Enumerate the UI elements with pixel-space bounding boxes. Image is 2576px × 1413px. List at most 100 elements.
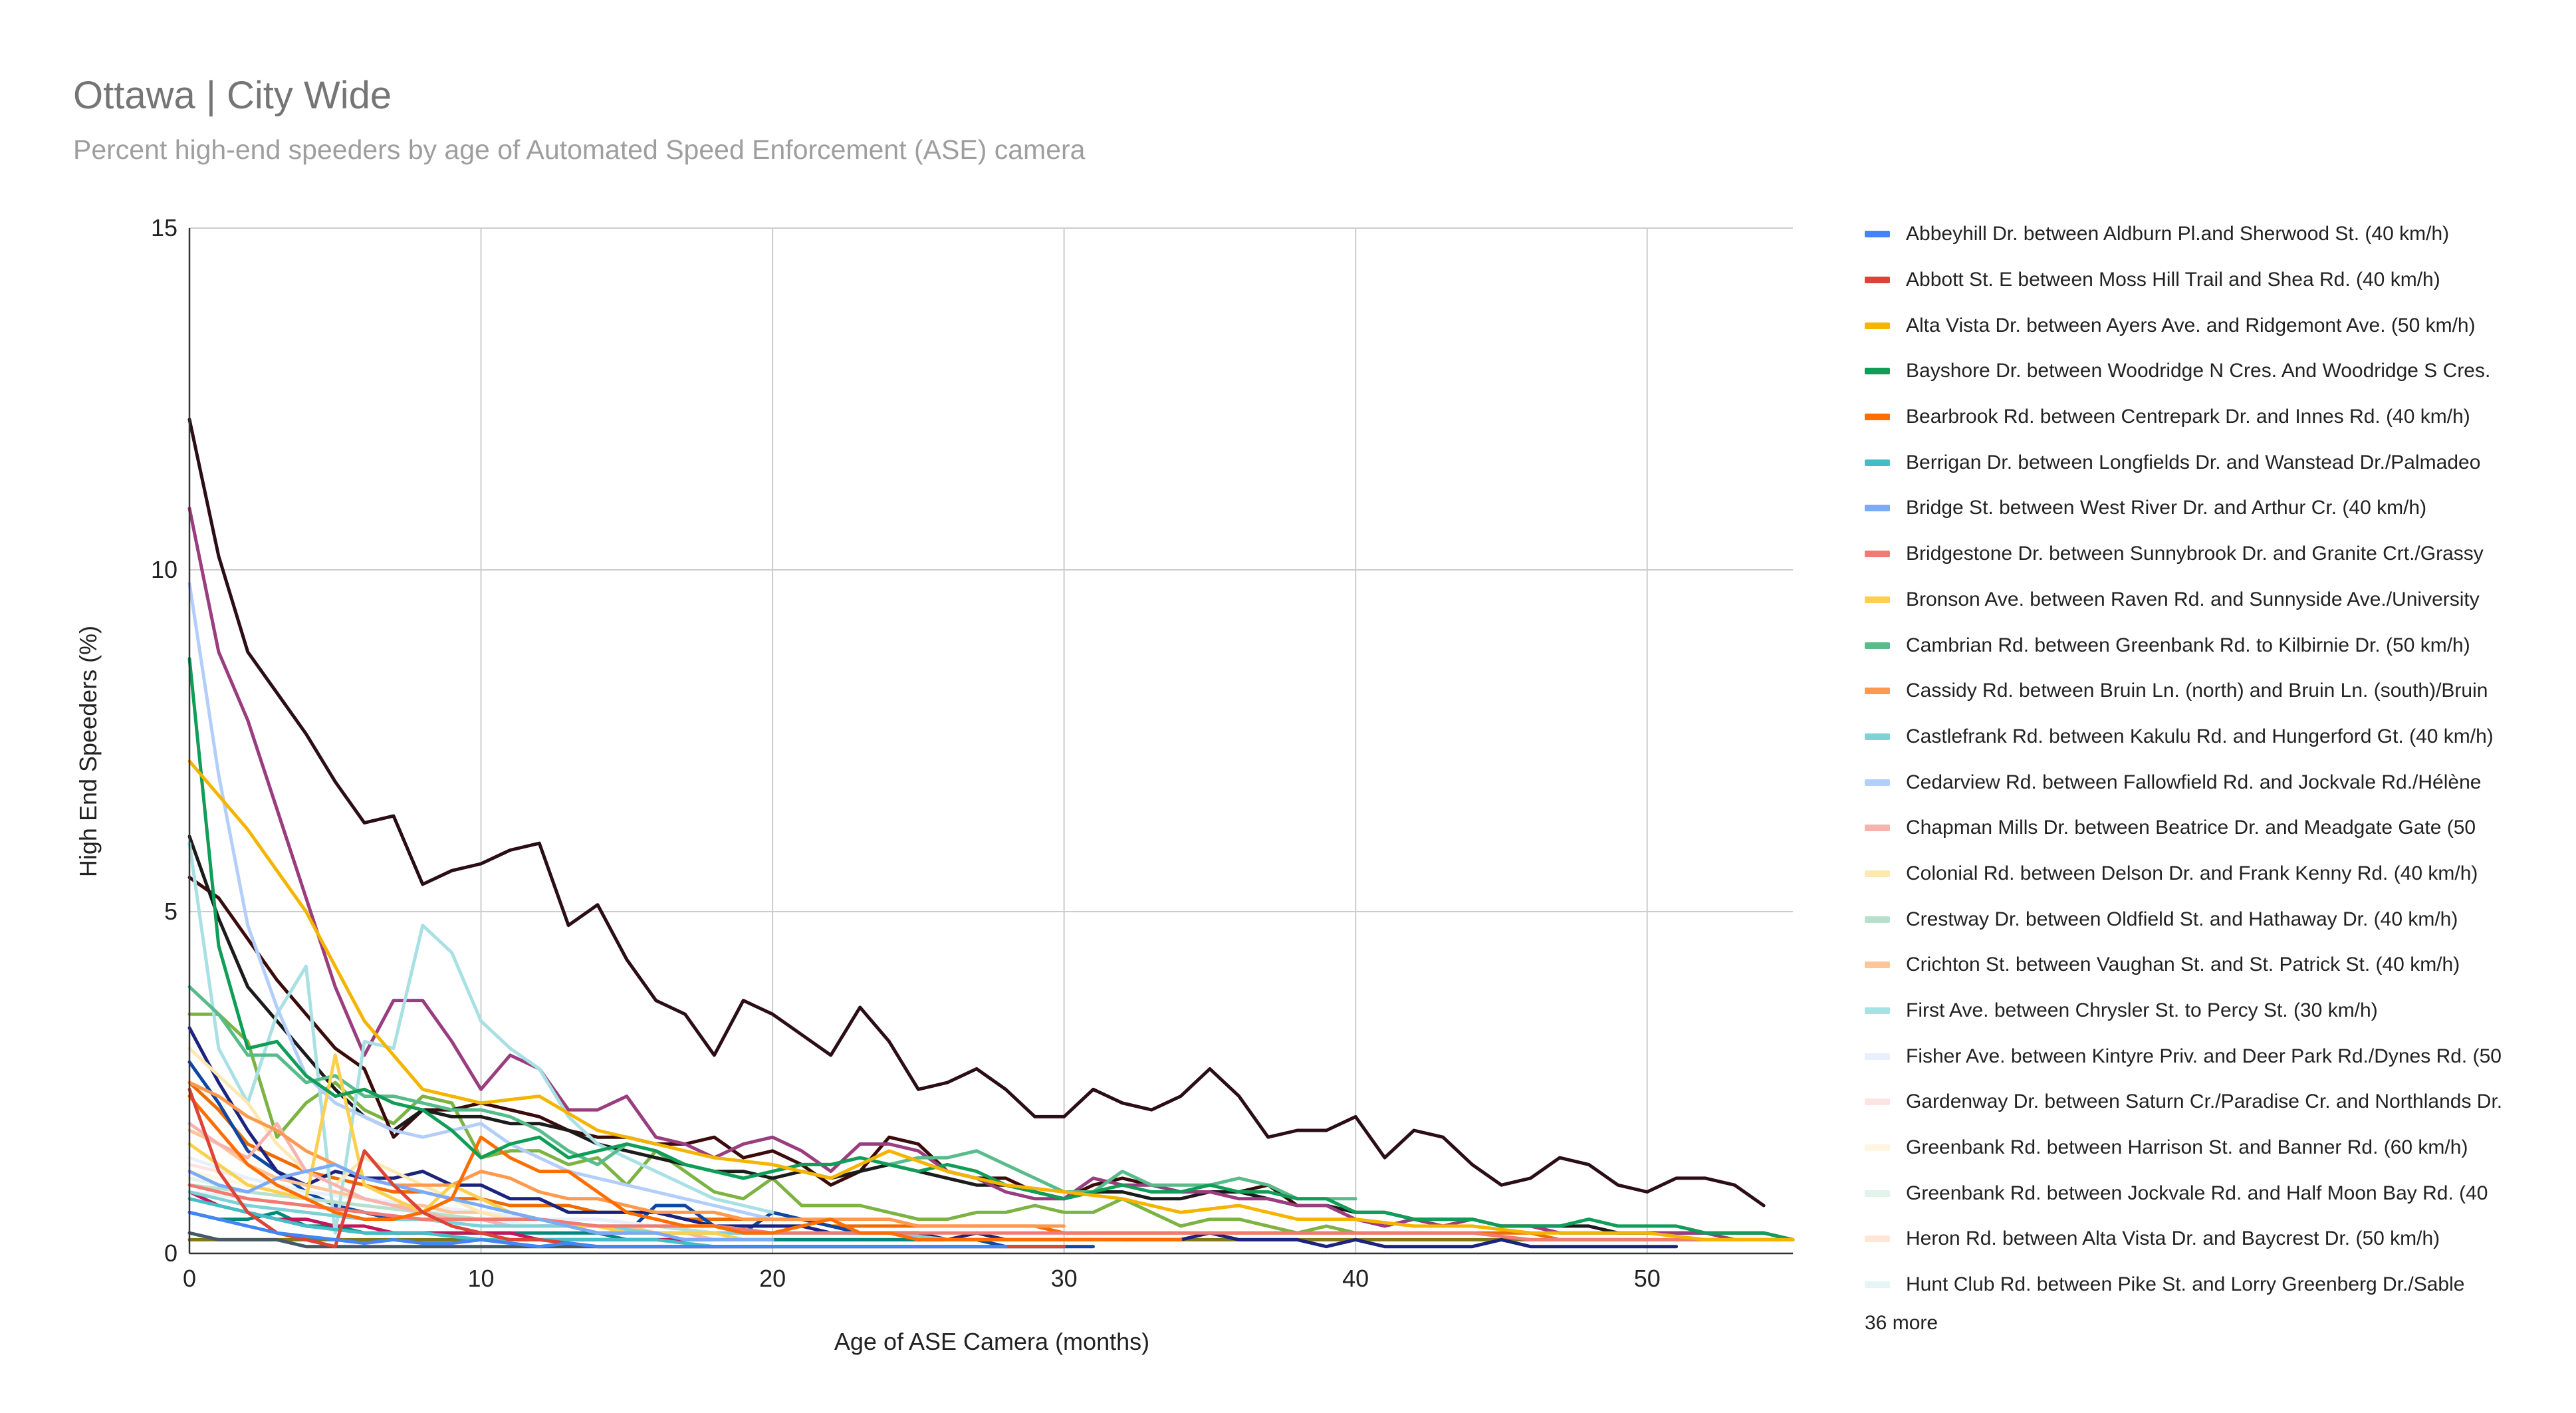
legend-label: Cedarview Rd. between Fallowfield Rd. an… <box>1906 771 2482 793</box>
legend-swatch <box>1865 459 1890 466</box>
tick-labels: 0 5 10 15 0 10 20 30 40 50 <box>151 214 1661 1292</box>
legend-label: Berrigan Dr. between Longfields Dr. and … <box>1906 451 2481 473</box>
axes <box>188 228 1793 1255</box>
legend-swatch <box>1865 1235 1890 1243</box>
legend-swatch <box>1865 642 1890 649</box>
series-line <box>187 841 774 1235</box>
chart-title: Ottawa | City Wide <box>73 74 392 117</box>
chart-subtitle: Percent high-end speeders by age of Auto… <box>73 134 1086 165</box>
legend-swatch <box>1865 505 1890 512</box>
legend-swatch <box>1865 779 1890 786</box>
legend-label: Chapman Mills Dr. between Beatrice Dr. a… <box>1906 817 2476 839</box>
legend-swatch <box>1865 277 1890 284</box>
legend-label: Greenbank Rd. between Harrison St. and B… <box>1906 1136 2468 1159</box>
legend-item: First Ave. between Chrysler St. to Percy… <box>1865 988 2556 1034</box>
legend-swatch <box>1865 368 1890 375</box>
legend-swatch <box>1865 322 1890 329</box>
series-lines <box>187 418 1795 1249</box>
legend-item: Hunt Club Rd. between Pike St. and Lorry… <box>1865 1262 2556 1308</box>
legend-swatch <box>1865 1190 1890 1197</box>
legend-item: Cedarview Rd. between Fallowfield Rd. an… <box>1865 759 2556 805</box>
legend-item: Bridgestone Dr. between Sunnybrook Dr. a… <box>1865 531 2556 577</box>
series-line <box>187 507 1795 1241</box>
y-tick-label: 5 <box>164 898 177 925</box>
legend-swatch <box>1865 596 1890 603</box>
legend-item: Cassidy Rd. between Bruin Ln. (north) an… <box>1865 668 2556 714</box>
series-line <box>187 418 1766 1208</box>
legend-swatch <box>1865 414 1890 421</box>
legend-swatch <box>1865 870 1890 877</box>
series-line <box>187 1026 1679 1249</box>
legend-item: Bronson Ave. between Raven Rd. and Sunny… <box>1865 577 2556 623</box>
legend-label: Bridgestone Dr. between Sunnybrook Dr. a… <box>1906 543 2484 565</box>
legend-item: Abbeyhill Dr. between Aldburn Pl.and She… <box>1865 211 2556 257</box>
legend-item: Bayshore Dr. between Woodridge N Cres. A… <box>1865 348 2556 394</box>
legend-swatch <box>1865 1144 1890 1152</box>
legend-label: Bearbrook Rd. between Centrepark Dr. and… <box>1906 406 2470 428</box>
legend-label: Greenbank Rd. between Jockvale Rd. and H… <box>1906 1182 2488 1204</box>
grid <box>189 227 1793 1253</box>
legend-label: Bayshore Dr. between Woodridge N Cres. A… <box>1906 360 2491 382</box>
series-line <box>187 759 1795 1241</box>
x-tick-label: 50 <box>1634 1265 1661 1292</box>
x-axis-title: Age of ASE Camera (months) <box>834 1328 1149 1355</box>
legend-item: Berrigan Dr. between Longfields Dr. and … <box>1865 440 2556 485</box>
x-tick-label: 30 <box>1051 1265 1078 1292</box>
series-line <box>187 1183 1795 1241</box>
legend-swatch <box>1865 1053 1890 1060</box>
y-tick-label: 15 <box>151 214 177 241</box>
legend-item: Gardenway Dr. between Saturn Cr./Paradis… <box>1865 1079 2556 1125</box>
legend-item: Cambrian Rd. between Greenbank Rd. to Ki… <box>1865 622 2556 668</box>
x-tick-label: 10 <box>468 1265 495 1292</box>
series-line <box>187 657 1795 1241</box>
legend-label: Alta Vista Dr. between Ayers Ave. and Ri… <box>1906 314 2476 336</box>
legend-label: Abbott St. E between Moss Hill Trail and… <box>1906 269 2440 291</box>
legend-label: Gardenway Dr. between Saturn Cr./Paradis… <box>1906 1091 2503 1113</box>
legend-swatch <box>1865 962 1890 969</box>
legend-swatch <box>1865 916 1890 923</box>
y-tick-label: 0 <box>164 1239 177 1267</box>
series-line <box>187 1210 1008 1249</box>
legend-label: Crichton St. between Vaughan St. and St.… <box>1906 954 2460 976</box>
legend-label: Cassidy Rd. between Bruin Ln. (north) an… <box>1906 680 2488 702</box>
legend-label: First Ave. between Chrysler St. to Percy… <box>1906 999 2378 1022</box>
legend-label: Cambrian Rd. between Greenbank Rd. to Ki… <box>1906 634 2470 656</box>
x-tick-label: 40 <box>1342 1265 1369 1292</box>
legend-item: Greenbank Rd. between Harrison St. and B… <box>1865 1125 2556 1171</box>
legend-label: Castlefrank Rd. between Kakulu Rd. and H… <box>1906 725 2494 747</box>
y-tick-label: 10 <box>151 556 177 583</box>
y-axis-title: High End Speeders (%) <box>74 626 102 877</box>
legend-label: Bridge St. between West River Dr. and Ar… <box>1906 497 2427 519</box>
legend-item: Alta Vista Dr. between Ayers Ave. and Ri… <box>1865 303 2556 348</box>
series-line <box>187 582 774 1221</box>
legend-item: Castlefrank Rd. between Kakulu Rd. and H… <box>1865 714 2556 760</box>
legend-swatch <box>1865 551 1890 558</box>
legend-item: Crestway Dr. between Oldfield St. and Ha… <box>1865 896 2556 942</box>
legend-swatch <box>1865 688 1890 695</box>
legend-item: Greenbank Rd. between Jockvale Rd. and H… <box>1865 1170 2556 1216</box>
legend-item: Crichton St. between Vaughan St. and St.… <box>1865 942 2556 988</box>
series-line <box>187 1094 1183 1241</box>
legend-swatch <box>1865 825 1890 832</box>
legend-label: Crestway Dr. between Oldfield St. and Ha… <box>1906 908 2458 930</box>
legend-swatch <box>1865 231 1890 238</box>
legend-label: Fisher Ave. between Kintyre Priv. and De… <box>1906 1045 2502 1067</box>
legend-label: Hunt Club Rd. between Pike St. and Lorry… <box>1906 1273 2465 1296</box>
legend-label: Heron Rd. between Alta Vista Dr. and Bay… <box>1906 1227 2440 1250</box>
legend-item: Colonial Rd. between Delson Dr. and Fran… <box>1865 851 2556 897</box>
series-line <box>187 1053 774 1241</box>
legend-items: Abbeyhill Dr. between Aldburn Pl.and She… <box>1865 211 2556 1308</box>
legend-item: Heron Rd. between Alta Vista Dr. and Bay… <box>1865 1216 2556 1262</box>
legend-swatch <box>1865 1281 1890 1289</box>
legend: Abbeyhill Dr. between Aldburn Pl.and She… <box>1865 211 2556 1335</box>
legend-item: Bearbrook Rd. between Centrepark Dr. and… <box>1865 394 2556 440</box>
series-line <box>187 1162 774 1241</box>
legend-item: Abbott St. E between Moss Hill Trail and… <box>1865 257 2556 303</box>
legend-label: Colonial Rd. between Delson Dr. and Fran… <box>1906 862 2478 884</box>
legend-item: Bridge St. between West River Dr. and Ar… <box>1865 485 2556 531</box>
legend-more-link[interactable]: 36 more <box>1865 1311 1938 1334</box>
x-tick-label: 0 <box>183 1265 196 1292</box>
legend-item: Fisher Ave. between Kintyre Priv. and De… <box>1865 1033 2556 1079</box>
legend-swatch <box>1865 1098 1890 1106</box>
